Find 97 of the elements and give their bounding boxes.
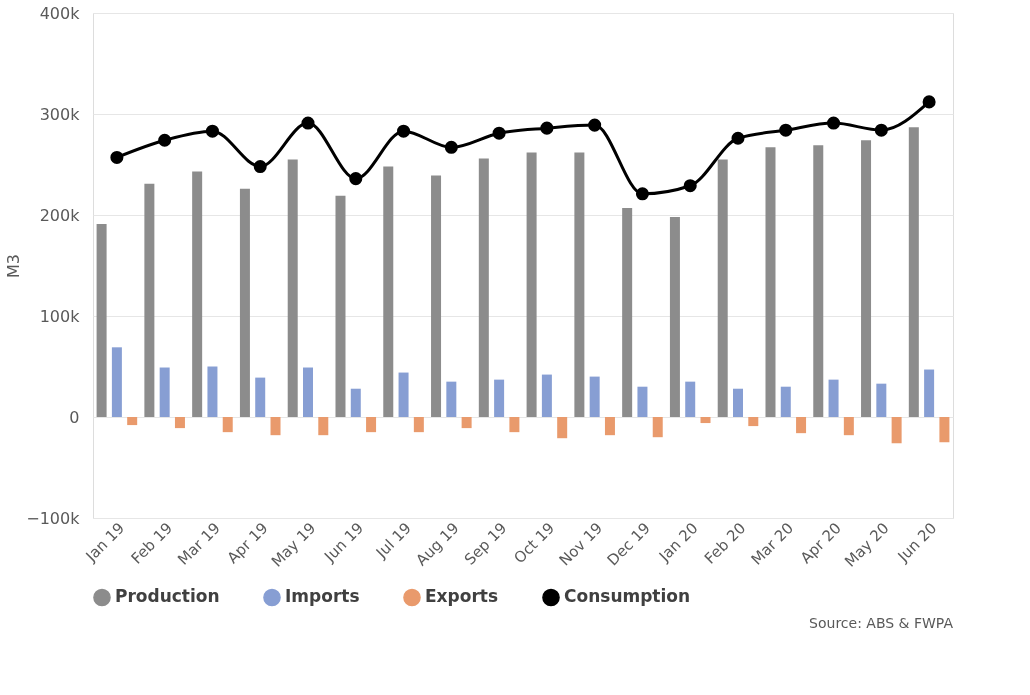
x-tick-label: Jan 19 [81,519,129,566]
y-tick-label: 300k [39,104,81,124]
legend-label: Production [115,586,220,607]
bar [111,347,122,417]
bar [96,224,107,417]
point [301,116,315,130]
bar [335,195,346,417]
x-tick-label: Mar 20 [747,519,798,569]
bar [303,367,313,417]
bar [509,417,520,433]
bar [780,386,791,417]
legend-label: Imports [285,586,360,607]
y-tick-label: −100k [26,508,81,528]
bar [652,417,663,438]
bar [144,183,155,417]
x-tick-label: Mar 19 [174,519,224,569]
point [731,131,745,145]
bar [796,417,807,434]
point [922,95,936,109]
bar [222,417,233,433]
x-tick-label: Jun 20 [893,519,941,566]
bar [765,147,776,417]
bar [828,379,839,417]
bar [748,417,759,427]
bar [255,377,266,417]
point [110,150,124,164]
point [397,124,411,138]
y-axis-title: M3 [4,254,24,278]
point [205,124,219,138]
point [683,179,697,193]
bar [939,417,950,443]
point [827,116,841,130]
bar [908,127,919,417]
x-tick-label: Jul 19 [371,519,415,563]
bar [526,152,537,417]
x-tick-label: Apr 20 [796,519,845,568]
point [540,121,554,135]
bar [192,171,203,417]
bar [446,381,457,417]
bar [557,417,568,439]
bar [494,379,505,417]
x-tick-label: Feb 20 [700,519,750,568]
point [444,140,458,154]
bar [861,140,872,417]
bar [413,417,424,433]
point [779,123,793,137]
x-tick-label: Apr 19 [223,519,272,568]
bar [924,369,935,417]
bar [350,388,361,417]
bar [461,417,472,429]
legend-label: Consumption [564,586,691,607]
x-tick-label: Jan 20 [654,519,702,566]
bar [541,374,552,417]
bar [478,158,489,417]
point [635,187,649,201]
y-tick-label: 200k [39,205,81,225]
legend-label: Exports [425,586,499,607]
point [349,172,363,186]
y-tick-label: 400k [39,3,81,23]
point [874,123,888,137]
point [588,118,602,132]
bar [876,383,887,417]
y-tick-label: 100k [39,306,81,326]
point [253,160,267,174]
bar [669,217,680,417]
bar [733,388,743,417]
bar [622,207,633,417]
bar [813,145,824,417]
bar [207,366,218,417]
bar [431,175,442,417]
x-tick-label: Sep 19 [460,519,511,569]
bar [159,367,170,417]
bar [891,417,902,444]
bar [318,417,329,436]
point [492,126,506,140]
bar [366,417,377,433]
bar [174,417,185,429]
bar [127,417,138,426]
bar [398,372,409,417]
bar [287,159,298,417]
bar [574,152,585,417]
bar [700,417,711,424]
bar [637,386,648,417]
bar [270,417,281,436]
bar [604,417,615,436]
x-tick-label: Dec 19 [603,519,654,570]
bar [383,166,394,417]
x-tick-label: Feb 19 [127,519,176,568]
bar [717,159,728,417]
bar [843,417,854,436]
x-tick-label: Jun 19 [320,519,368,566]
bar [589,376,600,417]
y-tick-label: 0 [69,407,80,427]
source-note: Source: ABS & FWPA [809,615,954,631]
point [158,133,172,147]
bar [239,188,250,417]
bar [685,381,696,417]
